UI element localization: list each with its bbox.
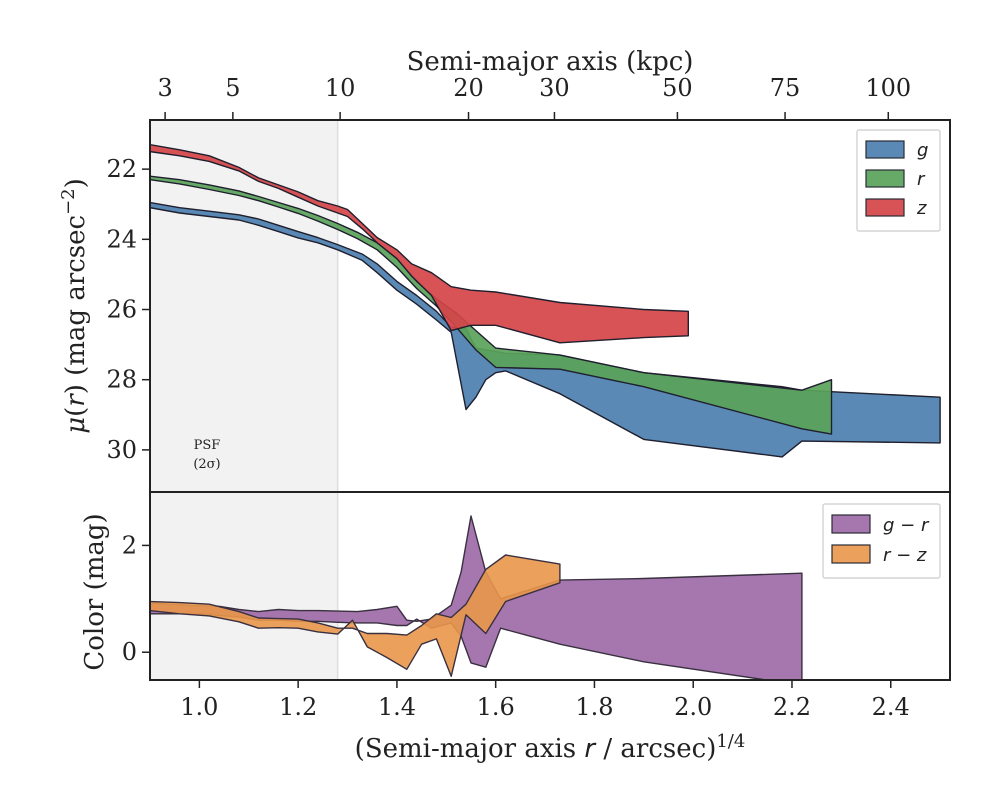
- top-y-tick-label: 30: [106, 436, 137, 464]
- psf-sigma-label: (2σ): [193, 457, 220, 472]
- top-x-tick-label: 5: [225, 74, 240, 102]
- legend-swatch: [865, 198, 905, 217]
- top-y-tick-label: 22: [106, 155, 137, 183]
- legend-label: g: [917, 140, 928, 161]
- bottom-x-tick-label: 1.0: [180, 693, 218, 721]
- axis-ticks: 22 24 26 28 30 0 2 1.0 1.2 1.4 1.6 1.8 2.0 2.2 2.4 3 5 10…: [106, 74, 911, 721]
- top-x-tick-label: 75: [770, 74, 801, 102]
- legend-swatch: [831, 514, 871, 534]
- bottom-y-tick-label: 2: [122, 531, 137, 559]
- legend-label: r − z: [883, 545, 927, 566]
- top-x-tick-label: 30: [539, 74, 570, 102]
- legend-profile: grz: [856, 129, 941, 232]
- top-y-tick-label: 28: [106, 366, 137, 394]
- bottom-x-tick-label: 1.8: [575, 693, 613, 721]
- bottom-y-tick-label: 0: [122, 638, 137, 666]
- psf-region-top: [150, 120, 338, 492]
- band-rz: [151, 554, 561, 677]
- top-y-tick-label: 24: [106, 225, 137, 253]
- psf-label: PSF: [194, 438, 221, 453]
- top-y-axis-label: μ(r) (mag arcsec−2): [58, 178, 91, 434]
- band-z: [151, 144, 689, 344]
- top-x-axis-label: Semi-major axis (kpc): [407, 47, 694, 77]
- profile-bands: [151, 144, 941, 458]
- top-x-tick-label: 100: [865, 74, 911, 102]
- bottom-x-tick-label: 1.6: [477, 693, 515, 721]
- legend-swatch: [865, 169, 905, 188]
- band-r: [151, 175, 833, 435]
- top-x-tick-label: 3: [157, 74, 172, 102]
- bottom-x-tick-label: 2.0: [674, 693, 712, 721]
- bottom-y-axis-label: Color (mag): [80, 513, 110, 670]
- bottom-x-axis-label: (Semi-major axis r / arcsec)1/4: [355, 731, 746, 764]
- psf-region-bottom: [150, 492, 338, 680]
- top-x-tick-label: 20: [453, 74, 484, 102]
- bottom-x-tick-label: 1.2: [279, 693, 317, 721]
- legend-label: g − r: [883, 515, 930, 536]
- top-x-tick-label: 10: [325, 74, 356, 102]
- bottom-x-tick-label: 2.2: [773, 693, 811, 721]
- legend-color: g − r r − z: [822, 503, 941, 579]
- legend-swatch: [865, 140, 905, 159]
- top-x-tick-label: 50: [662, 74, 693, 102]
- bottom-panel-frame: [149, 491, 951, 681]
- top-y-tick-label: 26: [106, 296, 137, 324]
- bottom-x-tick-label: 2.4: [872, 693, 910, 721]
- legend-label: z: [916, 198, 927, 219]
- color-bands: [151, 515, 803, 680]
- bottom-x-tick-label: 1.4: [378, 693, 416, 721]
- legend-swatch: [831, 544, 871, 564]
- legend-label: r: [917, 169, 926, 190]
